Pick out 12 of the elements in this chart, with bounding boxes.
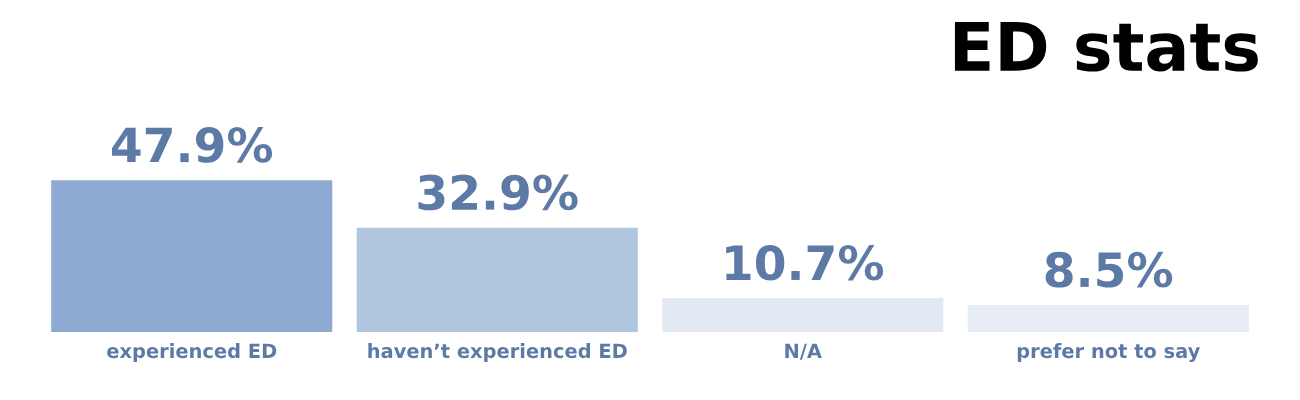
bar — [662, 298, 944, 332]
x-tick-label: experienced ED — [107, 343, 277, 362]
chart-title: ED stats — [954, 22, 1258, 72]
x-tick-label: N/A — [785, 343, 822, 360]
bar — [51, 180, 333, 332]
data-label: 8.5% — [1045, 251, 1173, 288]
x-tick-label: haven’t experienced ED — [368, 343, 627, 362]
data-label: 47.9% — [111, 127, 273, 163]
data-label: 32.9% — [418, 174, 578, 211]
bar — [356, 227, 638, 332]
data-label: 10.7% — [726, 244, 884, 281]
x-tick-label: prefer not to say — [1017, 343, 1200, 363]
